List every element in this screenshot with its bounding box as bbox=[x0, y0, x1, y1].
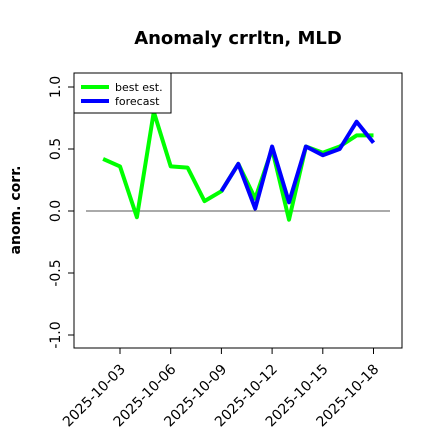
legend-label-forecast: forecast bbox=[115, 95, 160, 108]
y-tick-label: 0.0 bbox=[48, 200, 64, 222]
y-tick-label: 0.5 bbox=[48, 138, 64, 160]
y-tick-label: -1.0 bbox=[48, 321, 64, 348]
y-tick-label: -0.5 bbox=[48, 259, 64, 286]
series-line-forecast bbox=[219, 119, 376, 211]
y-tick-label: 1.0 bbox=[48, 76, 64, 98]
chart-title: Anomaly crrltn, MLD bbox=[134, 28, 342, 49]
y-axis-label: anom. corr. bbox=[8, 166, 24, 255]
legend-box bbox=[73, 72, 172, 114]
legend: best est. forecast bbox=[73, 72, 172, 114]
legend-label-best-est: best est. bbox=[115, 81, 163, 94]
